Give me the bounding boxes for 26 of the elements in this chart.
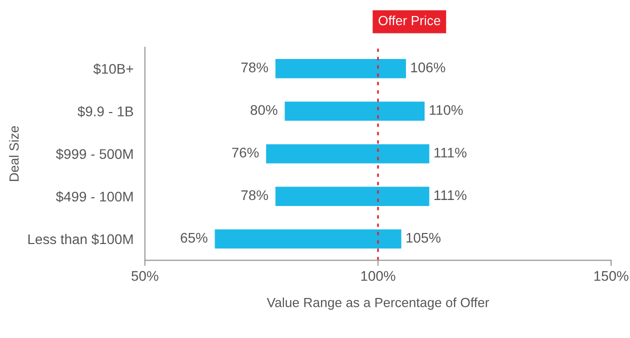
bar [284,102,425,121]
annotation: 110% [430,105,463,115]
y-tick-label: $499 - 100M [56,191,133,202]
annotation: 80% [250,105,278,115]
annotation: 65% [180,232,208,243]
y-axis-title: Deal Size [9,126,19,181]
annotation: 78% [241,62,268,72]
y-tick-label: $999 - 500M [56,148,133,160]
bar [266,144,430,164]
y-tick-label: Less than $100M [28,234,133,245]
annotation: 106% [411,62,446,72]
x-axis-title: Value Range as a Percentage of Offer [266,298,490,310]
y-tick-label: $9.9 - 1B [78,106,134,118]
annotation: 111% [434,148,466,158]
bar [275,186,430,206]
annotation: 76% [232,148,259,158]
bar [275,59,406,78]
x-tick-label: 50% [132,271,158,281]
bar [214,229,402,249]
x-tick-label: 100% [361,271,396,281]
annotation: 111% [434,190,466,200]
annotation: 105% [406,232,441,243]
x-tick-label: 150% [594,271,628,281]
annotation: 78% [241,190,268,200]
y-tick-label: $10B+ [93,63,134,75]
ref-line-label: Offer Price [378,16,440,26]
